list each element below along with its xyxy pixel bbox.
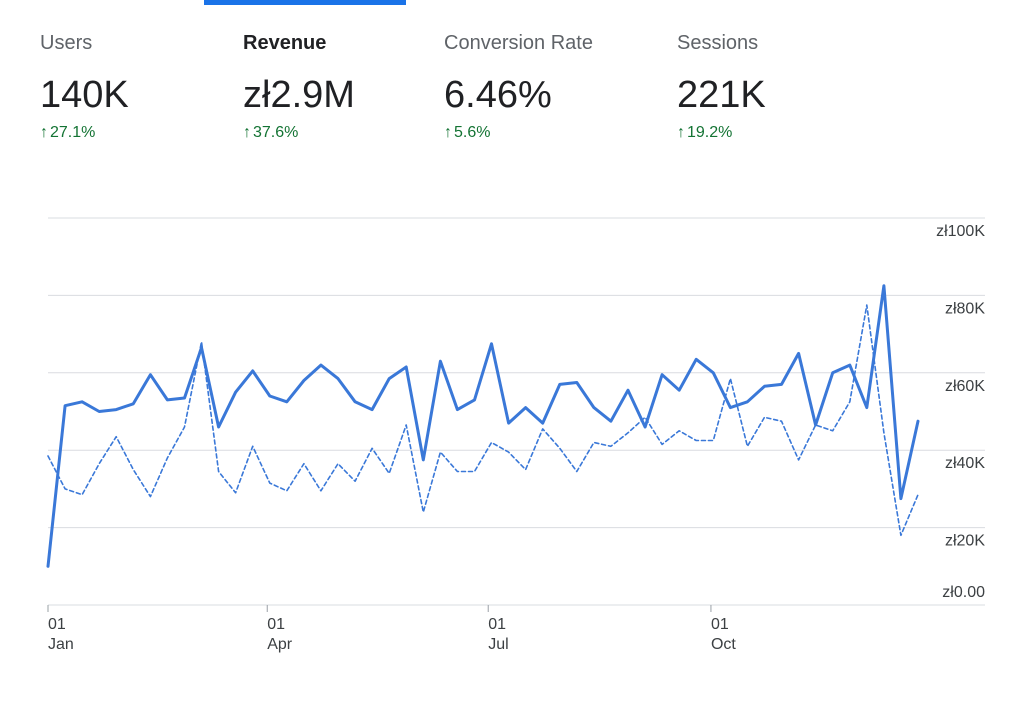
metric-delta: ↑ 27.1% — [40, 124, 95, 142]
series-line-current — [46, 284, 920, 568]
metric-card-conversion-rate[interactable]: Conversion Rate 6.46% ↑ 5.6% — [444, 0, 644, 160]
x-tick-day: 01 — [267, 616, 285, 633]
metric-delta: ↑ 37.6% — [243, 124, 298, 142]
x-tick-day: 01 — [48, 616, 66, 633]
arrow-up-icon: ↑ — [40, 124, 48, 141]
x-tick-month: Apr — [267, 636, 293, 653]
metric-cards: Users 140K ↑ 27.1% Revenue zł2.9M ↑ 37.6% … — [0, 0, 1024, 170]
metric-value: 221K — [677, 74, 766, 116]
metric-card-revenue[interactable]: Revenue zł2.9M ↑ 37.6% — [243, 0, 443, 160]
chart-y-axis: zł100K zł80K zł60K zł40K zł20K zł0.00 — [936, 223, 985, 601]
metric-delta: ↑ 5.6% — [444, 124, 490, 142]
y-tick-label: zł60K — [945, 378, 985, 395]
x-tick-month: Jul — [488, 636, 508, 653]
metric-delta-value: 37.6% — [253, 124, 299, 141]
y-tick-label: zł0.00 — [942, 584, 985, 601]
chart-gridlines — [48, 217, 985, 606]
y-tick-label: zł20K — [945, 533, 985, 550]
metric-delta-value: 19.2% — [687, 124, 733, 141]
series-line-comparison — [47, 304, 919, 537]
arrow-up-icon: ↑ — [243, 124, 251, 141]
arrow-up-icon: ↑ — [677, 124, 685, 141]
metric-delta-value: 27.1% — [50, 124, 96, 141]
x-tick-day: 01 — [488, 616, 506, 633]
metric-delta-value: 5.6% — [454, 124, 491, 141]
x-tick-month: Jan — [48, 636, 74, 653]
y-tick-label: zł80K — [945, 300, 985, 317]
metric-label: Sessions — [677, 32, 759, 54]
metric-label: Revenue — [243, 32, 327, 54]
metric-value: zł2.9M — [243, 74, 355, 116]
x-tick-day: 01 — [711, 616, 729, 633]
y-tick-label: zł100K — [936, 223, 985, 240]
metric-value: 140K — [40, 74, 129, 116]
metric-card-sessions[interactable]: Sessions 221K ↑ 19.2% — [677, 0, 877, 160]
metric-card-users[interactable]: Users 140K ↑ 27.1% — [40, 0, 240, 160]
metric-value: 6.46% — [444, 74, 552, 116]
metric-label: Conversion Rate — [444, 32, 593, 54]
chart-x-axis: 01 Jan 01 Apr 01 Jul 01 Oct — [47, 605, 736, 653]
active-tab-indicator — [204, 0, 406, 5]
chart-series — [46, 284, 920, 568]
x-tick-month: Oct — [711, 636, 736, 653]
metric-label: Users — [40, 32, 93, 54]
metric-delta: ↑ 19.2% — [677, 124, 732, 142]
y-tick-label: zł40K — [945, 455, 985, 472]
arrow-up-icon: ↑ — [444, 124, 452, 141]
